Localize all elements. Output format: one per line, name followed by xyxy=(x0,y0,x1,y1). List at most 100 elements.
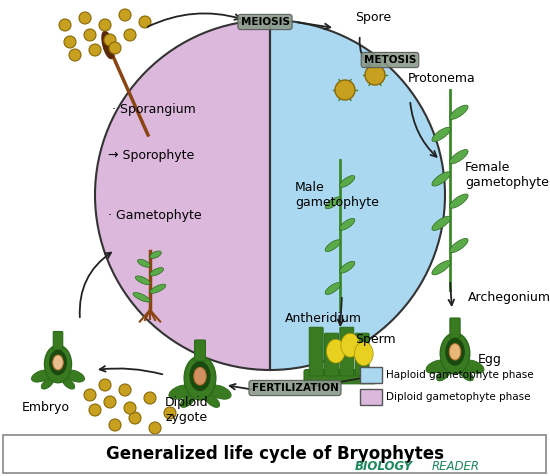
Ellipse shape xyxy=(150,284,166,293)
Text: · Gametophyte: · Gametophyte xyxy=(108,208,202,221)
Wedge shape xyxy=(270,20,445,370)
Circle shape xyxy=(335,80,355,100)
Text: METOSIS: METOSIS xyxy=(364,55,416,65)
Ellipse shape xyxy=(325,240,340,252)
Text: Diploid gametophyte phase: Diploid gametophyte phase xyxy=(386,392,531,402)
Ellipse shape xyxy=(460,368,474,381)
Ellipse shape xyxy=(189,361,211,391)
Ellipse shape xyxy=(41,378,54,389)
Ellipse shape xyxy=(432,216,450,230)
Circle shape xyxy=(139,16,151,28)
FancyBboxPatch shape xyxy=(324,333,338,376)
Ellipse shape xyxy=(339,261,355,273)
Ellipse shape xyxy=(326,339,345,363)
Ellipse shape xyxy=(49,350,67,375)
Text: Spore: Spore xyxy=(355,11,391,24)
Circle shape xyxy=(69,49,81,61)
Ellipse shape xyxy=(339,218,355,230)
Ellipse shape xyxy=(449,105,468,119)
Ellipse shape xyxy=(445,338,465,366)
Text: FERTILIZATION: FERTILIZATION xyxy=(251,383,338,393)
Text: Sperm: Sperm xyxy=(355,334,395,347)
Ellipse shape xyxy=(194,367,206,385)
Circle shape xyxy=(109,419,121,431)
Text: Diploid
zygote: Diploid zygote xyxy=(165,396,208,424)
FancyBboxPatch shape xyxy=(450,318,460,338)
Ellipse shape xyxy=(432,172,450,186)
Circle shape xyxy=(124,402,136,414)
Ellipse shape xyxy=(180,394,195,407)
Ellipse shape xyxy=(207,385,231,399)
Ellipse shape xyxy=(440,333,470,374)
Text: → Sporophyte: → Sporophyte xyxy=(108,149,194,161)
Text: Protonema: Protonema xyxy=(408,71,476,85)
FancyBboxPatch shape xyxy=(53,331,63,350)
Ellipse shape xyxy=(64,370,85,382)
FancyBboxPatch shape xyxy=(355,333,369,376)
FancyBboxPatch shape xyxy=(340,327,354,376)
FancyBboxPatch shape xyxy=(304,369,376,384)
Circle shape xyxy=(79,12,91,24)
Ellipse shape xyxy=(133,292,150,302)
FancyBboxPatch shape xyxy=(360,389,382,405)
Text: Antheridium: Antheridium xyxy=(285,311,362,325)
Ellipse shape xyxy=(135,276,150,285)
Ellipse shape xyxy=(325,197,340,209)
Ellipse shape xyxy=(150,251,161,258)
Text: Generalized life cycle of Bryophytes: Generalized life cycle of Bryophytes xyxy=(106,445,444,463)
Text: Male
gametophyte: Male gametophyte xyxy=(295,181,379,209)
Ellipse shape xyxy=(341,333,360,357)
Circle shape xyxy=(64,36,76,48)
FancyBboxPatch shape xyxy=(195,340,205,361)
Circle shape xyxy=(109,42,121,54)
Ellipse shape xyxy=(449,344,461,360)
Circle shape xyxy=(119,9,131,21)
Ellipse shape xyxy=(184,356,216,400)
Circle shape xyxy=(144,392,156,404)
Circle shape xyxy=(59,19,71,31)
Circle shape xyxy=(119,384,131,396)
Text: READER: READER xyxy=(432,459,480,473)
Text: · Sporangium: · Sporangium xyxy=(112,103,196,117)
Text: MEIOSIS: MEIOSIS xyxy=(240,17,289,27)
Circle shape xyxy=(89,404,101,416)
Text: Embryo: Embryo xyxy=(22,401,70,415)
Ellipse shape xyxy=(426,360,448,373)
Ellipse shape xyxy=(339,176,355,188)
Text: Haploid gametophyte phase: Haploid gametophyte phase xyxy=(386,370,534,380)
Ellipse shape xyxy=(437,368,450,381)
Ellipse shape xyxy=(432,128,450,141)
Ellipse shape xyxy=(354,342,373,366)
Circle shape xyxy=(365,65,385,85)
Text: Egg: Egg xyxy=(478,354,502,367)
Circle shape xyxy=(84,29,96,41)
Ellipse shape xyxy=(102,31,114,59)
Circle shape xyxy=(129,412,141,424)
Ellipse shape xyxy=(449,194,468,208)
Ellipse shape xyxy=(325,283,340,295)
Ellipse shape xyxy=(150,268,163,276)
Circle shape xyxy=(149,422,161,434)
Ellipse shape xyxy=(53,355,63,370)
FancyBboxPatch shape xyxy=(309,327,323,376)
Circle shape xyxy=(104,396,116,408)
Ellipse shape xyxy=(205,394,219,407)
Ellipse shape xyxy=(462,360,484,373)
Wedge shape xyxy=(95,20,270,370)
Ellipse shape xyxy=(449,238,468,253)
Circle shape xyxy=(89,44,101,56)
FancyBboxPatch shape xyxy=(360,367,382,383)
Ellipse shape xyxy=(31,370,52,382)
Ellipse shape xyxy=(169,385,192,399)
Circle shape xyxy=(164,407,176,419)
FancyBboxPatch shape xyxy=(3,435,546,473)
Ellipse shape xyxy=(45,345,72,383)
Ellipse shape xyxy=(138,259,150,267)
Circle shape xyxy=(84,389,96,401)
Circle shape xyxy=(124,29,136,41)
Text: BIOLOGY: BIOLOGY xyxy=(355,459,413,473)
Circle shape xyxy=(99,379,111,391)
Ellipse shape xyxy=(432,261,450,275)
Text: Archegonium: Archegonium xyxy=(468,291,550,305)
Ellipse shape xyxy=(62,378,75,389)
